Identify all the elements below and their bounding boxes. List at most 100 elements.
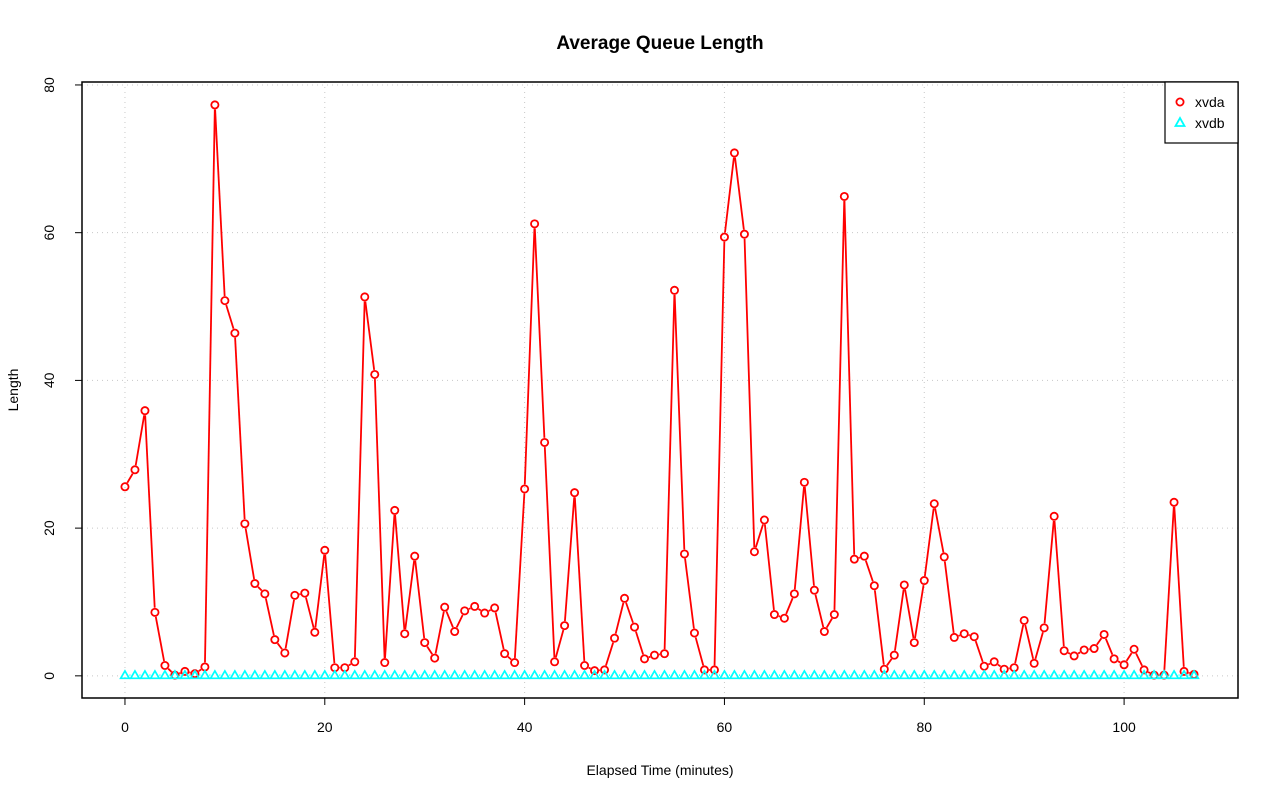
- series-xvda-point: [120, 482, 130, 492]
- series-xvda-point: [1079, 645, 1089, 655]
- series-xvdb-point: [1038, 669, 1050, 680]
- series-xvda-segment: [374, 379, 386, 658]
- series-xvda-segment: [1053, 520, 1065, 647]
- series-xvda-point: [1029, 658, 1039, 668]
- series-xvda-segment: [257, 586, 263, 592]
- series-xvdb-point: [368, 669, 381, 680]
- series-xvda-segment: [1147, 671, 1151, 674]
- series-xvda-segment: [1034, 632, 1044, 660]
- series-xvda-segment: [763, 524, 775, 611]
- series-xvda-segment: [713, 241, 726, 666]
- series-xvda-point: [739, 229, 749, 239]
- series-xvda-segment: [1117, 660, 1121, 664]
- legend-label-xvdb: xvdb: [1195, 115, 1225, 131]
- series-xvdb-point: [428, 669, 441, 680]
- series-xvdb-point: [408, 669, 421, 680]
- series-xvda-segment: [724, 157, 735, 233]
- series-xvda-segment: [614, 602, 625, 634]
- series-xvda-point: [1089, 644, 1099, 654]
- series-xvdb-point: [648, 669, 661, 680]
- series-xvda-segment: [314, 554, 326, 628]
- series-xvdb-point: [199, 669, 211, 680]
- y-tick-label: 0: [41, 672, 57, 680]
- series-xvda-point: [1179, 666, 1189, 676]
- series-xvda-point: [829, 610, 839, 620]
- series-xvda-point: [390, 505, 400, 515]
- series-xvda-point: [400, 629, 410, 639]
- series-xvdb-point: [698, 669, 711, 680]
- series-xvda-point: [989, 657, 999, 667]
- series-xvda-segment: [625, 602, 634, 624]
- series-xvdb-point: [239, 669, 251, 680]
- series-xvda-segment: [934, 508, 945, 553]
- series-xvda-segment: [573, 497, 586, 661]
- series-xvda-point: [709, 665, 719, 675]
- series-xvda-segment: [394, 514, 406, 630]
- legend: xvda xvdb: [1164, 81, 1239, 144]
- y-tick-label: 60: [41, 225, 57, 241]
- series-xvda-point: [470, 601, 480, 611]
- series-xvda-segment: [455, 614, 464, 628]
- series-xvda-segment: [554, 629, 565, 658]
- series-xvdb-point: [508, 669, 521, 680]
- series-xvdb-point: [488, 669, 501, 680]
- series-xvdb-point: [1178, 669, 1190, 680]
- series-xvda-point: [270, 635, 280, 645]
- y-tick-label: 40: [41, 372, 57, 388]
- series-xvda-point: [320, 545, 330, 555]
- series-xvda-segment: [785, 597, 794, 615]
- series-xvda-point: [310, 627, 320, 637]
- series-xvdb-point: [468, 669, 481, 680]
- y-tick-label: 80: [41, 77, 57, 93]
- series-xvdb-point: [728, 669, 741, 680]
- series-xvdb-point: [179, 669, 191, 680]
- series-xvda-segment: [1077, 651, 1081, 655]
- series-xvdb-point: [458, 669, 471, 680]
- series-xvda-segment: [997, 663, 1002, 668]
- series-xvda-segment: [414, 560, 426, 639]
- series-xvda-point: [260, 589, 270, 599]
- series-xvda-point: [410, 551, 420, 561]
- series-xvda-point: [550, 657, 560, 667]
- series-xvda-point: [620, 593, 630, 603]
- series-xvdb-point: [718, 669, 731, 680]
- series-xvda-segment: [513, 493, 526, 659]
- series-xvdb-point: [898, 669, 911, 680]
- series-xvda-point: [979, 661, 989, 671]
- series-xvda-segment: [648, 655, 651, 659]
- x-tick-label: 20: [317, 719, 333, 735]
- series-xvda-point: [839, 191, 849, 201]
- series-xvda-point: [180, 666, 190, 676]
- series-xvdb-point: [858, 669, 871, 680]
- series-xvda-point: [160, 661, 170, 671]
- series-xvda-point: [590, 666, 600, 676]
- series-xvda-point: [460, 606, 470, 616]
- series-xvdb-point: [1148, 669, 1160, 680]
- series-xvdb-point: [948, 669, 961, 680]
- series-xvdb-point: [738, 669, 751, 680]
- series-xvda-point: [1049, 511, 1059, 521]
- series-xvda-point: [899, 580, 909, 590]
- series-xvdb-point: [688, 669, 701, 680]
- series-xvda-point: [949, 632, 959, 642]
- series-xvda-point: [919, 576, 929, 586]
- series-xvdb-point: [968, 669, 981, 680]
- series-xvda-segment: [734, 157, 745, 230]
- series-xvda-segment: [284, 599, 295, 649]
- series-xvdb-point: [658, 669, 671, 680]
- series-xvda-segment: [198, 668, 202, 672]
- series-xvda-segment: [154, 616, 165, 662]
- plot-series: [119, 100, 1200, 680]
- series-xvdb-point: [289, 669, 301, 680]
- series-xvda-segment: [684, 558, 695, 629]
- series-xvda-point: [490, 603, 500, 613]
- series-xvda-point: [1119, 660, 1129, 670]
- series-xvdb-point: [269, 669, 281, 680]
- series-xvda-point: [749, 547, 759, 557]
- series-xvda-segment: [1173, 506, 1185, 667]
- series-xvda-segment: [167, 668, 173, 673]
- series-xvda-segment: [914, 584, 925, 639]
- legend-label-xvda: xvda: [1195, 94, 1225, 110]
- series-xvdb-point: [209, 669, 221, 680]
